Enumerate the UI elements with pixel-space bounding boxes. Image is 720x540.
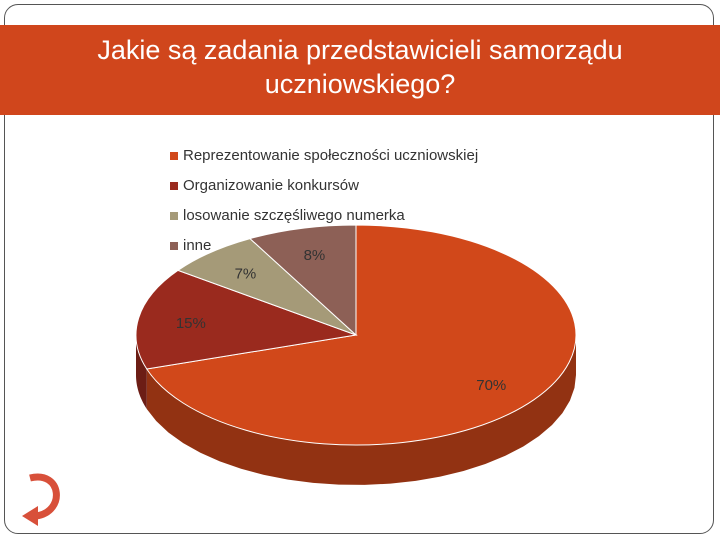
legend-label: losowanie szczęśliwego numerka [183,207,405,224]
back-arrow[interactable] [22,473,60,526]
chart-title: Jakie są zadania przedstawicieli samorzą… [97,35,623,99]
data-label: 7% [235,265,257,282]
legend-label: inne [183,237,211,254]
pie-slice [135,269,358,370]
legend-swatch [170,212,178,220]
back-arrow-head [22,506,38,526]
legend-swatch [170,242,178,250]
title-banner [0,25,720,115]
legend-swatch [170,182,178,190]
pie-slice [249,224,357,337]
legend-swatch [170,152,178,160]
slice-side [146,335,576,485]
data-label: 70% [476,377,506,394]
pie-slice [145,224,577,446]
legend-label: Organizowanie konkursów [183,177,359,194]
legend-label: Reprezentowanie społeczności uczniowskie… [183,147,478,164]
data-label: 15% [176,315,206,332]
data-label: 8% [304,247,326,264]
back-arrow-shaft [29,473,60,520]
slide-frame [4,4,714,534]
